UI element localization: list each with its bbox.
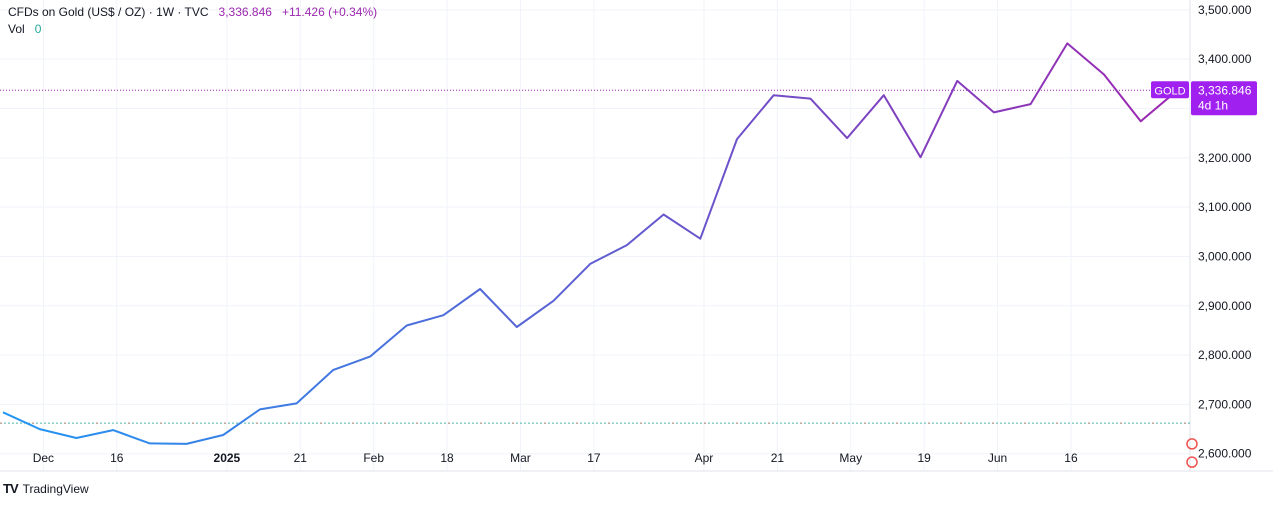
x-tick-label: 18: [440, 451, 454, 465]
price-series: [0, 41, 1198, 468]
data-point: [1029, 102, 1033, 106]
y-tick-label: 3,200.000: [1198, 151, 1252, 165]
legend-title-row: CFDs on Gold (US$ / OZ) · 1W · TVC 3,336…: [8, 5, 378, 19]
data-point: [845, 136, 849, 140]
interval-label[interactable]: 1W: [156, 5, 175, 19]
x-tick-label: Feb: [363, 451, 384, 465]
x-tick-label: 16: [1064, 451, 1078, 465]
x-tick-label: 17: [587, 451, 601, 465]
x-tick-label: Mar: [510, 451, 531, 465]
brand-name: TradingView: [22, 481, 89, 496]
data-point: [478, 287, 482, 291]
data-point: [992, 110, 996, 114]
data-point: [111, 428, 115, 432]
data-point: [552, 299, 556, 303]
data-point: [38, 427, 42, 431]
y-tick-label: 2,700.000: [1198, 397, 1252, 411]
tradingview-logo[interactable]: TV TradingView: [3, 481, 89, 496]
x-tick-label: Jun: [988, 451, 1007, 465]
x-tick-label: 16: [110, 451, 124, 465]
data-point: [955, 79, 959, 83]
data-point: [1102, 72, 1106, 76]
y-tick-label: 2,800.000: [1198, 348, 1252, 362]
data-point: [405, 324, 409, 328]
data-point: [919, 155, 923, 159]
symbol-title[interactable]: CFDs on Gold (US$ / OZ): [8, 5, 146, 19]
volume-label[interactable]: Vol: [8, 22, 25, 36]
data-point: [625, 243, 629, 247]
y-tick-label: 2,600.000: [1198, 447, 1252, 461]
tradingview-icon: TV: [3, 481, 19, 496]
data-point: [1065, 41, 1069, 45]
data-point: [1, 410, 5, 414]
source-label: TVC: [184, 5, 209, 19]
symbol-tag-text: GOLD: [1154, 85, 1185, 97]
grid: [0, 0, 1190, 471]
price-tag-countdown: 4d 1h: [1198, 98, 1228, 112]
event-marker-icon[interactable]: [1186, 456, 1198, 468]
data-point: [515, 325, 519, 329]
data-point: [368, 355, 372, 359]
x-tick-label: Apr: [695, 451, 714, 465]
x-tick-label: 21: [294, 451, 308, 465]
volume-value: 0: [34, 22, 42, 36]
data-point: [1139, 119, 1143, 123]
y-tick-label: 2,900.000: [1198, 299, 1252, 313]
data-point: [662, 213, 666, 217]
data-point: [331, 368, 335, 372]
y-tick-label: 3,400.000: [1198, 52, 1252, 66]
data-point: [772, 93, 776, 97]
x-tick-label: 19: [917, 451, 931, 465]
y-tick-label: 3,500.000: [1198, 3, 1252, 17]
x-tick-label: 2025: [214, 451, 241, 465]
data-point: [148, 441, 152, 445]
event-marker-icon[interactable]: [1186, 438, 1198, 450]
chart-legend: CFDs on Gold (US$ / OZ) · 1W · TVC 3,336…: [8, 4, 377, 38]
data-point: [882, 93, 886, 97]
data-point: [588, 262, 592, 266]
symbol-tag-bg: [1151, 81, 1189, 99]
data-point: [441, 313, 445, 317]
price-tag-value: 3,336.846: [1198, 83, 1252, 97]
data-point: [808, 97, 812, 101]
data-point: [74, 436, 78, 440]
data-point: [185, 442, 189, 446]
data-point: [221, 433, 225, 437]
x-tick-label: May: [839, 451, 862, 465]
series-line[interactable]: [2, 42, 1179, 445]
price-tag-bg: [1191, 81, 1257, 116]
x-tick-label: Dec: [33, 451, 54, 465]
x-tick-label: 21: [771, 451, 785, 465]
data-point: [735, 137, 739, 141]
y-tick-label: 3,100.000: [1198, 200, 1252, 214]
last-price: 3,336.846: [218, 5, 272, 19]
data-point: [295, 401, 299, 405]
legend-volume-row: Vol 0: [8, 21, 377, 38]
axes: 2,600.000 2,700.000 2,800.000 2,900.000 3,00…: [0, 0, 1273, 472]
data-point: [258, 407, 262, 411]
price-change: +11.426 (+0.34%): [281, 5, 378, 19]
data-point: [698, 237, 702, 241]
y-tick-label: 3,000.000: [1198, 249, 1252, 263]
